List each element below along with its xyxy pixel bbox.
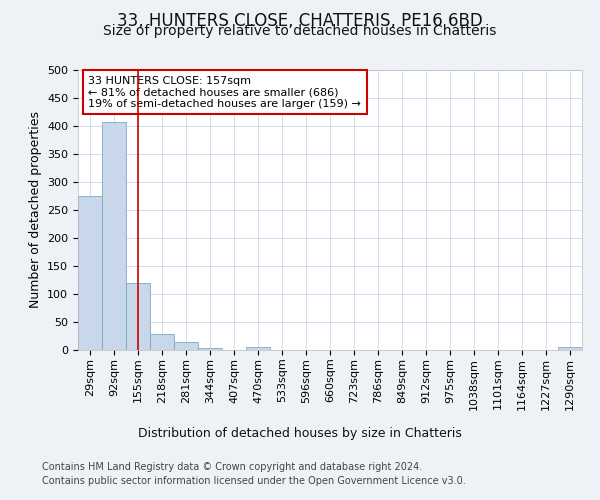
Bar [174, 342, 198, 350]
Bar [126, 283, 150, 350]
Text: Contains public sector information licensed under the Open Government Licence v3: Contains public sector information licen… [42, 476, 466, 486]
Bar [558, 347, 582, 350]
Text: Size of property relative to detached houses in Chatteris: Size of property relative to detached ho… [103, 24, 497, 38]
Text: 33, HUNTERS CLOSE, CHATTERIS, PE16 6BD: 33, HUNTERS CLOSE, CHATTERIS, PE16 6BD [117, 12, 483, 30]
Text: Contains HM Land Registry data © Crown copyright and database right 2024.: Contains HM Land Registry data © Crown c… [42, 462, 422, 472]
Bar [102, 122, 126, 350]
Bar [78, 196, 102, 350]
Y-axis label: Number of detached properties: Number of detached properties [29, 112, 41, 308]
Bar [150, 334, 174, 350]
Text: 33 HUNTERS CLOSE: 157sqm
← 81% of detached houses are smaller (686)
19% of semi-: 33 HUNTERS CLOSE: 157sqm ← 81% of detach… [88, 76, 361, 109]
Bar [198, 348, 222, 350]
Text: Distribution of detached houses by size in Chatteris: Distribution of detached houses by size … [138, 428, 462, 440]
Bar [246, 347, 270, 350]
